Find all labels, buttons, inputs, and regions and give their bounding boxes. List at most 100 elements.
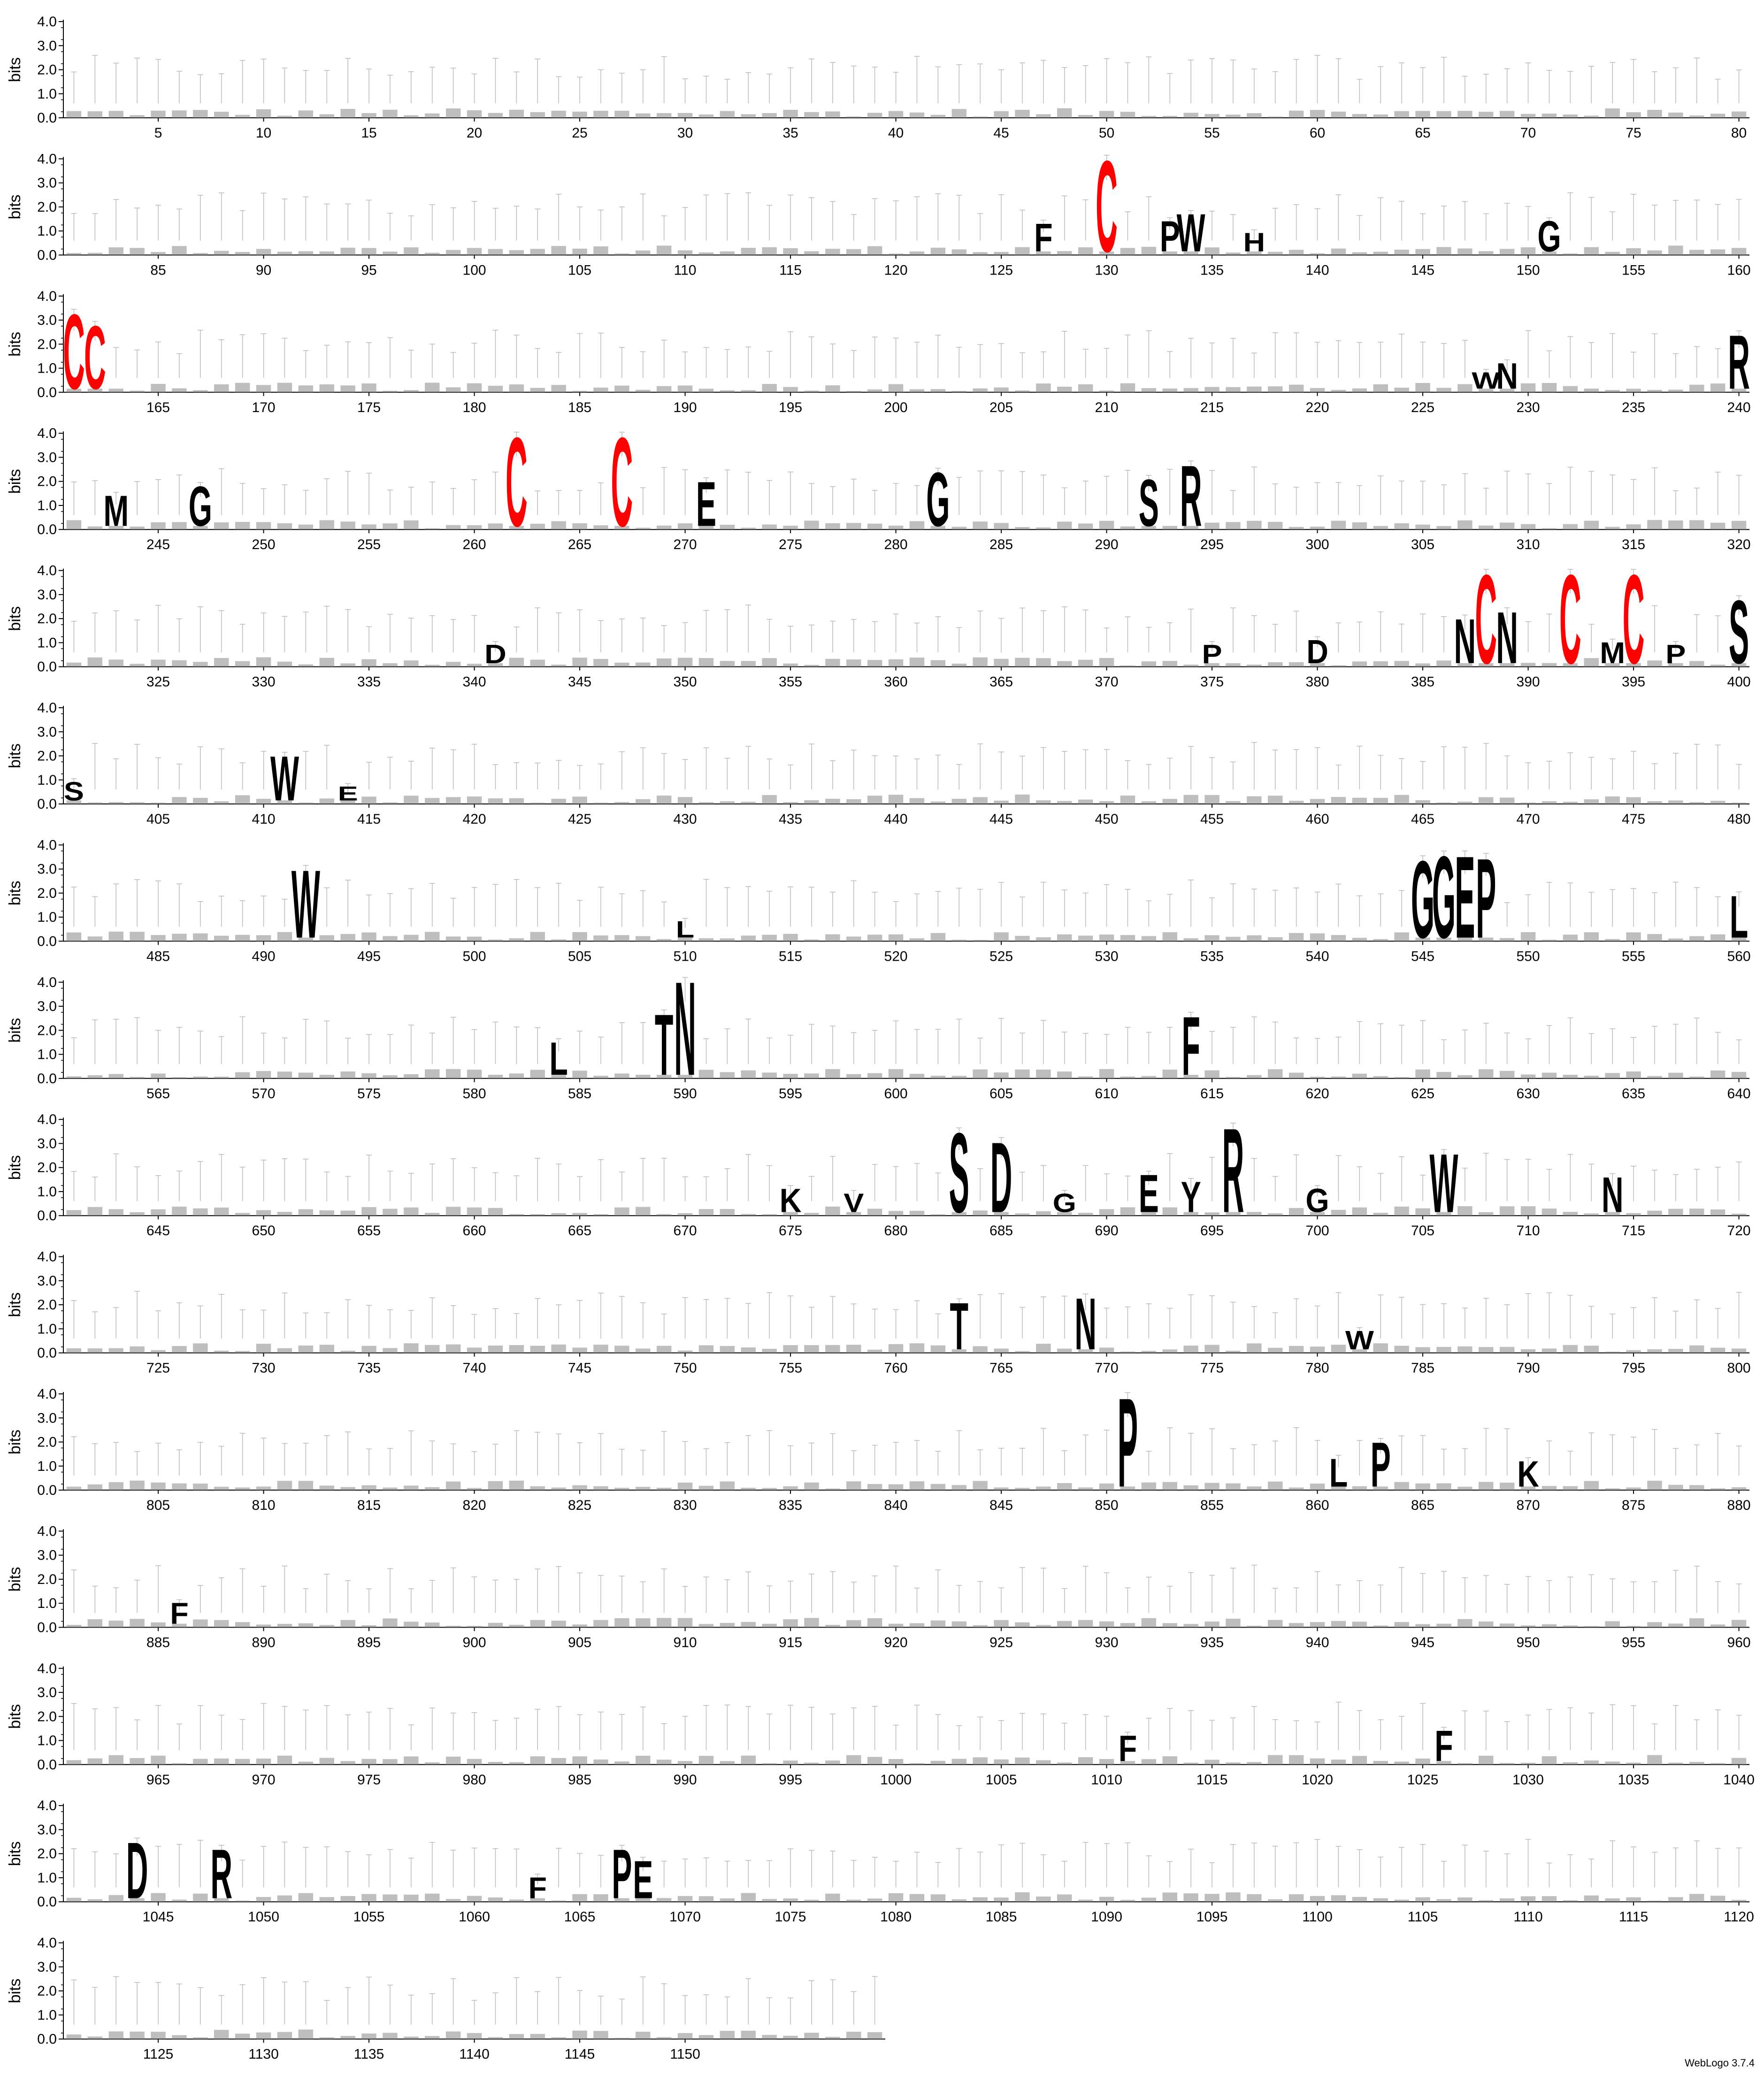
background-residue-stack — [1710, 1896, 1726, 1902]
background-residue-stack — [825, 1488, 840, 1490]
background-residue-stack — [741, 1487, 756, 1490]
background-residue-stack — [1183, 938, 1198, 941]
x-tick-label: 495 — [357, 949, 381, 964]
background-residue-stack — [825, 1345, 840, 1353]
background-residue-stack — [973, 1346, 988, 1353]
background-residue-stack — [445, 1207, 461, 1216]
y-tick-label: 2.0 — [37, 886, 57, 901]
background-residue-stack — [1605, 1351, 1620, 1353]
background-residue-stack — [1099, 1621, 1114, 1628]
background-residue-stack — [572, 111, 587, 118]
background-residue-stack — [298, 1345, 314, 1353]
background-residue-stack — [319, 520, 334, 530]
background-residue-stack — [762, 1488, 777, 1490]
x-tick-label: 285 — [989, 537, 1013, 552]
background-residue-stack — [994, 1620, 1009, 1628]
background-residue-stack — [467, 1759, 482, 1765]
background-residue-stack — [1226, 115, 1241, 118]
background-residue-stack — [1015, 1757, 1030, 1765]
background-residue-stack — [593, 1214, 608, 1216]
background-residue-stack — [87, 1075, 103, 1079]
background-residue-stack — [720, 1761, 735, 1765]
residue-letter-c-pos-161: C — [63, 292, 85, 412]
background-residue-stack — [1288, 1894, 1304, 1902]
background-residue-stack — [298, 1072, 314, 1079]
background-residue-stack — [783, 387, 798, 392]
background-residue-stack — [951, 1621, 966, 1628]
residue-letter-e-pos-414: E — [338, 782, 358, 804]
y-axis-label: bits — [6, 194, 24, 219]
background-residue-stack — [1731, 248, 1747, 255]
background-residue-stack — [256, 1759, 271, 1765]
background-residue-stack — [973, 1625, 988, 1628]
residue-letter-g-pos-545: G — [1411, 838, 1434, 961]
residue-letter-r-pos-1048: R — [210, 1836, 232, 1913]
background-residue-stack — [783, 663, 798, 667]
residue-letter-l-pos-861: L — [1329, 1451, 1348, 1496]
background-residue-stack — [340, 247, 355, 255]
background-residue-stack — [151, 110, 166, 118]
background-residue-stack — [888, 795, 904, 804]
background-residue-stack — [1204, 1212, 1219, 1216]
background-residue-stack — [1036, 527, 1051, 530]
background-residue-stack — [130, 1480, 145, 1490]
background-residue-stack — [720, 661, 735, 667]
x-tick-label: 160 — [1727, 262, 1751, 278]
background-residue-stack — [1247, 1762, 1262, 1765]
background-residue-stack — [909, 1894, 925, 1902]
residue-letter-r-pos-240: R — [1728, 320, 1750, 405]
background-residue-stack — [1710, 1624, 1726, 1628]
background-residue-stack — [636, 528, 651, 530]
background-residue-stack — [1204, 522, 1219, 530]
x-tick-label: 1095 — [1196, 1909, 1228, 1925]
background-residue-stack — [488, 798, 503, 804]
background-residue-stack — [636, 250, 651, 255]
background-residue-stack — [1479, 663, 1494, 667]
background-residue-stack — [846, 116, 861, 118]
background-residue-stack — [108, 2031, 123, 2039]
background-residue-stack — [1689, 384, 1704, 392]
background-residue-stack — [1310, 1077, 1325, 1079]
background-residue-stack — [193, 1619, 208, 1628]
background-residue-stack — [404, 390, 419, 392]
background-residue-stack — [1499, 1346, 1515, 1353]
background-residue-stack — [1520, 114, 1536, 118]
background-residue-stack — [593, 1759, 608, 1765]
background-residue-stack — [277, 661, 292, 667]
background-residue-stack — [1584, 1481, 1599, 1490]
background-residue-stack — [1331, 1486, 1346, 1490]
background-residue-stack — [277, 382, 292, 392]
background-residue-stack — [66, 389, 82, 392]
background-residue-stack — [636, 1618, 651, 1628]
background-residue-stack — [1310, 110, 1325, 118]
background-residue-stack — [425, 1487, 440, 1490]
background-residue-stack — [1457, 520, 1473, 530]
x-tick-label: 760 — [884, 1361, 908, 1376]
background-residue-stack — [298, 1893, 314, 1902]
background-residue-stack — [1373, 1625, 1388, 1628]
background-residue-stack — [1331, 797, 1346, 804]
background-residue-stack — [762, 795, 777, 804]
background-residue-stack — [846, 1212, 861, 1216]
background-residue-stack — [530, 1756, 545, 1765]
background-residue-stack — [193, 933, 208, 941]
background-residue-stack — [509, 1073, 524, 1079]
background-residue-stack — [1288, 250, 1304, 255]
background-residue-stack — [1352, 661, 1367, 667]
x-tick-label: 775 — [1200, 1361, 1224, 1376]
x-tick-label: 1120 — [1724, 1909, 1754, 1925]
y-tick-label: 3.0 — [37, 724, 57, 740]
background-residue-stack — [172, 1346, 187, 1353]
background-residue-stack — [340, 663, 355, 667]
y-tick-label: 1.0 — [37, 223, 57, 239]
background-residue-stack — [530, 1346, 545, 1353]
x-tick-label: 1080 — [880, 1909, 912, 1925]
background-residue-stack — [467, 2033, 482, 2039]
x-tick-label: 530 — [1095, 949, 1119, 964]
x-tick-label: 320 — [1727, 537, 1751, 552]
background-residue-stack — [1542, 940, 1557, 941]
background-residue-stack — [1415, 249, 1430, 255]
background-residue-stack — [1647, 934, 1662, 941]
background-residue-stack — [467, 1626, 482, 1628]
